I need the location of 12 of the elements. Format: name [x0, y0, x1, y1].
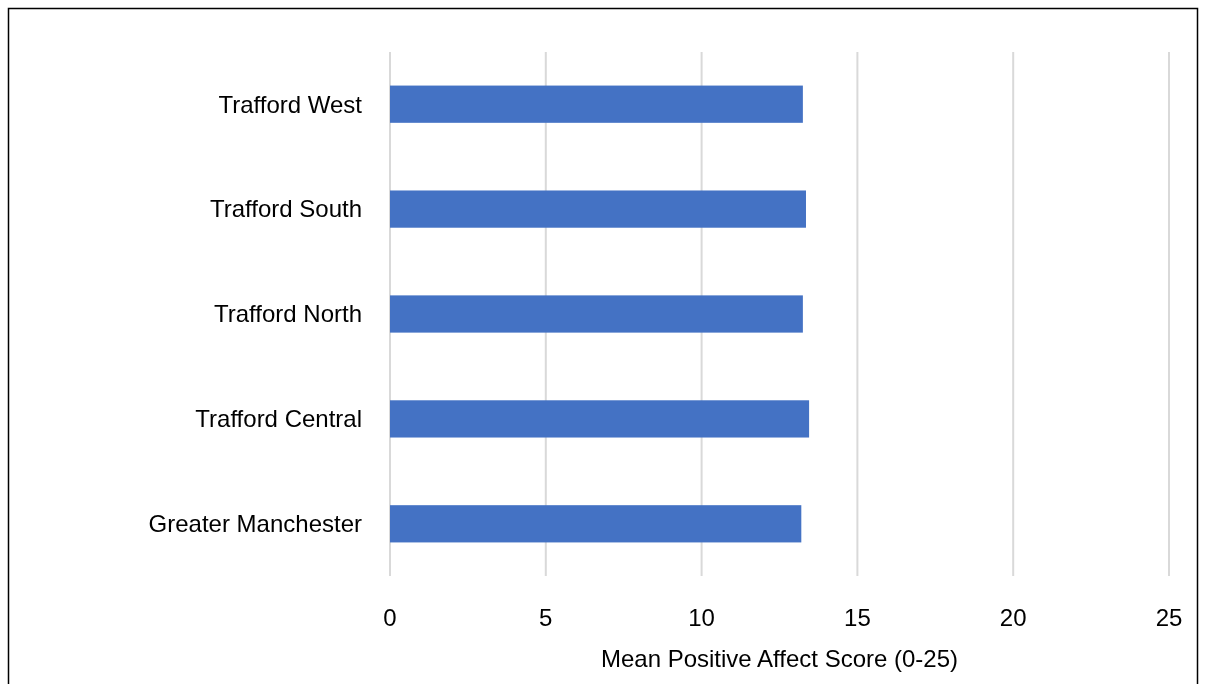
- x-tick-label: 25: [1155, 604, 1183, 631]
- x-tick-label: 0: [383, 604, 397, 631]
- x-tick-label: 20: [999, 604, 1027, 631]
- y-tick-label: Trafford West: [218, 90, 363, 118]
- x-axis-title: Mean Positive Affect Score (0-25): [600, 645, 959, 672]
- x-tick-label: 5: [539, 604, 553, 631]
- y-tick-label: Trafford North: [213, 300, 362, 328]
- y-tick-label: Trafford South: [209, 195, 362, 223]
- x-tick-label: 15: [844, 604, 871, 631]
- x-tick-label: 10: [688, 604, 715, 631]
- y-tick-label: Trafford Central: [195, 405, 362, 433]
- y-tick-label: Greater Manchester: [148, 510, 363, 538]
